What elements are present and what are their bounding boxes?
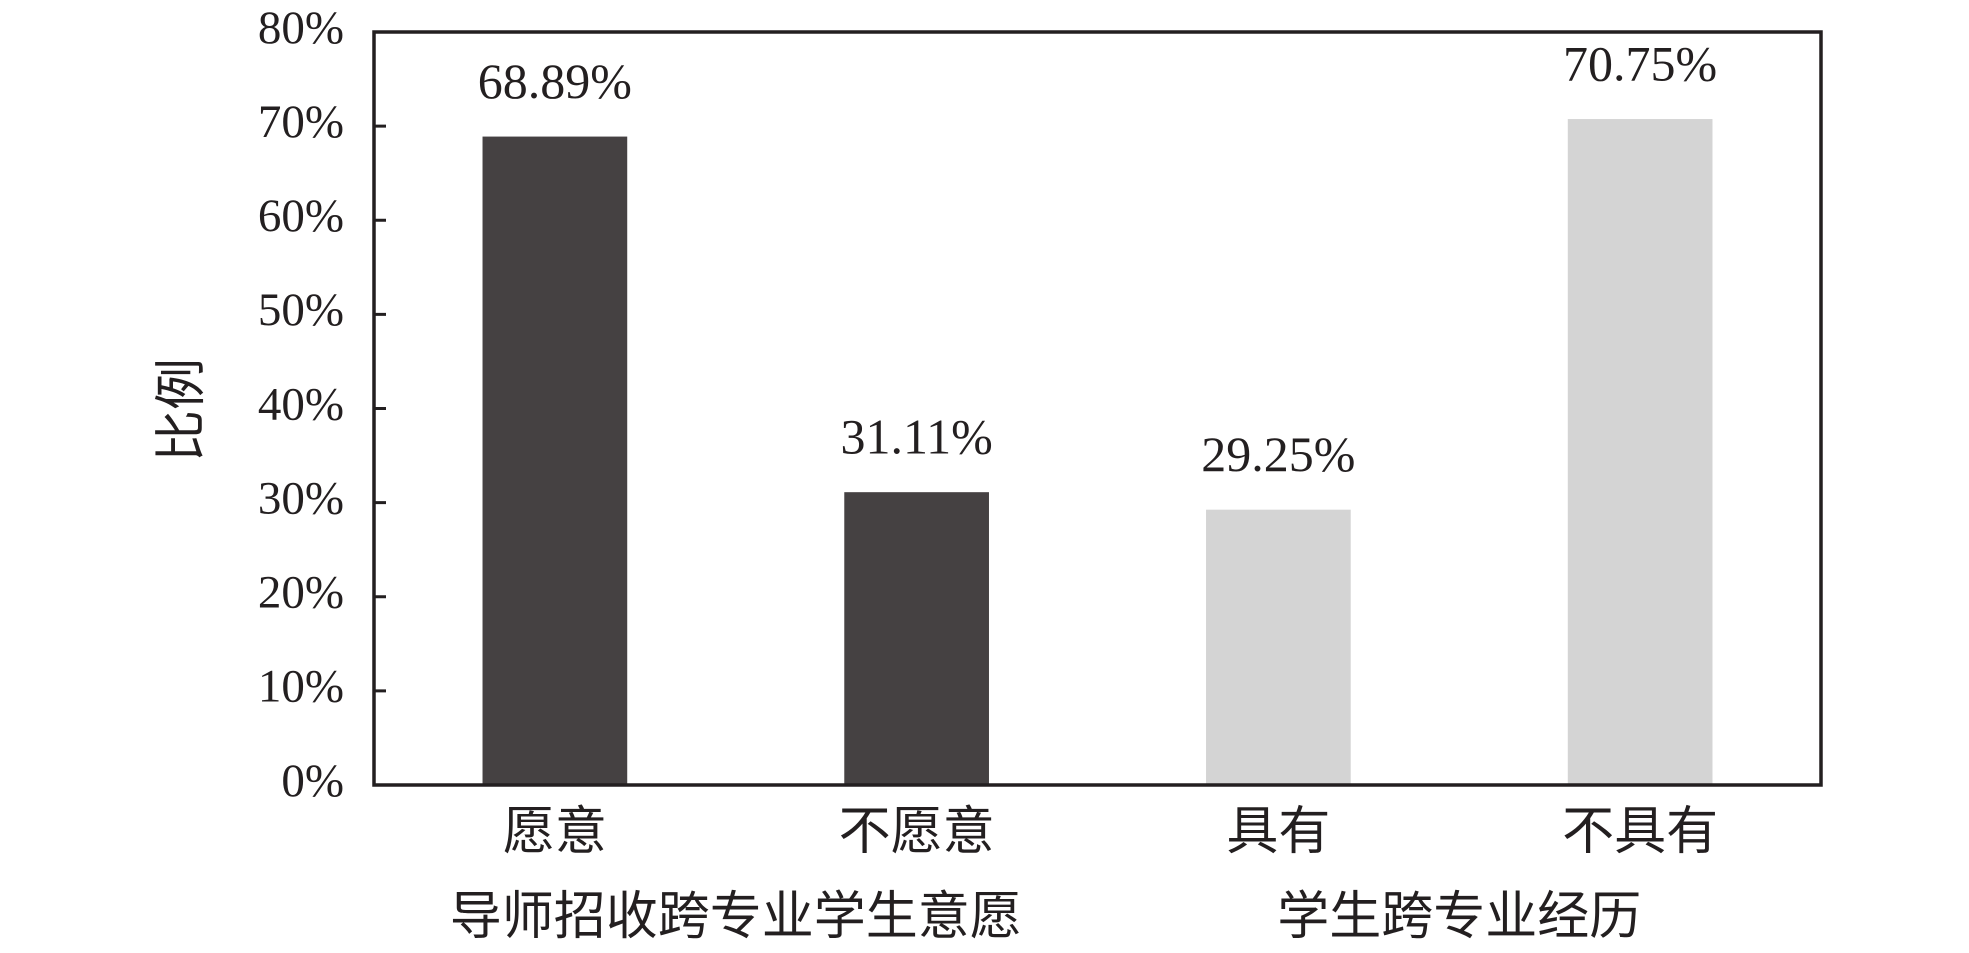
y-tick-label: 40% (258, 378, 344, 430)
y-tick-label: 60% (258, 190, 344, 242)
y-tick-label: 50% (258, 284, 344, 336)
bar (844, 492, 989, 785)
y-tick-label: 10% (258, 661, 344, 713)
data-label: 31.11% (840, 409, 992, 465)
group-label: 学生跨专业经历 (1277, 889, 1641, 946)
y-tick-label: 30% (258, 472, 344, 524)
x-tick-label: 不具有 (1562, 804, 1718, 861)
y-tick-label: 20% (258, 567, 344, 619)
data-label: 70.75% (1563, 36, 1717, 92)
x-tick-label: 具有 (1226, 804, 1330, 861)
y-axis-label: 比例 (154, 358, 211, 462)
x-tick-label: 愿意 (503, 804, 607, 861)
data-label: 68.89% (478, 53, 632, 109)
data-label: 29.25% (1201, 426, 1355, 482)
bar (482, 136, 628, 785)
y-tick-label: 0% (281, 755, 344, 807)
x-tick-label: 不愿意 (839, 804, 995, 861)
bar (1206, 509, 1351, 785)
bar (1567, 119, 1713, 786)
plot-frame (372, 30, 1823, 787)
y-tick-label: 80% (258, 2, 344, 54)
y-tick-label: 70% (258, 96, 344, 148)
group-label: 导师招收跨专业学生意愿 (450, 889, 1022, 946)
